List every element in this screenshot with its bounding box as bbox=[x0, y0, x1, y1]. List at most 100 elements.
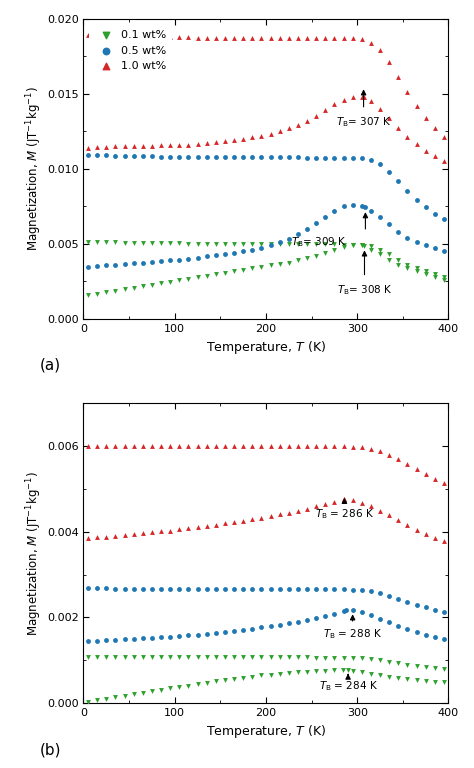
Point bbox=[184, 151, 192, 163]
Point bbox=[330, 151, 338, 164]
Point bbox=[248, 583, 256, 595]
Point bbox=[121, 633, 128, 645]
Point bbox=[102, 149, 110, 161]
Point bbox=[139, 632, 146, 644]
Point bbox=[194, 251, 201, 263]
Point bbox=[385, 509, 393, 521]
Point bbox=[312, 501, 320, 513]
Point bbox=[321, 440, 329, 452]
Point bbox=[175, 151, 183, 163]
Point bbox=[422, 266, 429, 278]
Point bbox=[376, 158, 384, 170]
Point bbox=[403, 595, 411, 607]
Point bbox=[175, 440, 183, 452]
Point bbox=[102, 634, 110, 646]
Point bbox=[221, 31, 228, 44]
Point bbox=[385, 449, 393, 461]
Point bbox=[267, 260, 274, 272]
Point bbox=[121, 237, 128, 249]
Point bbox=[194, 651, 201, 664]
Point bbox=[330, 243, 338, 256]
Point bbox=[312, 583, 320, 595]
Point bbox=[157, 237, 165, 250]
Point bbox=[321, 664, 329, 677]
Point bbox=[102, 531, 110, 543]
Point bbox=[294, 505, 301, 517]
Point bbox=[394, 514, 402, 526]
Point bbox=[330, 440, 338, 452]
Point bbox=[422, 601, 429, 614]
Text: $T_\mathrm{B}$= 309 K: $T_\mathrm{B}$= 309 K bbox=[291, 235, 346, 249]
Point bbox=[175, 253, 183, 266]
Point bbox=[248, 151, 256, 164]
Point bbox=[330, 238, 338, 250]
Point bbox=[230, 516, 238, 528]
Point bbox=[166, 583, 174, 595]
Point bbox=[312, 217, 320, 229]
Point bbox=[157, 151, 165, 163]
Point bbox=[431, 268, 438, 280]
Point bbox=[340, 583, 347, 595]
Point bbox=[267, 32, 274, 45]
Point bbox=[285, 257, 292, 269]
Point bbox=[111, 691, 119, 703]
Point bbox=[93, 650, 101, 663]
Point bbox=[340, 240, 347, 253]
Point bbox=[148, 140, 155, 152]
Point bbox=[139, 280, 146, 293]
Point bbox=[194, 138, 201, 151]
Point bbox=[349, 664, 356, 677]
Point bbox=[358, 239, 365, 251]
X-axis label: Temperature, $T$ (K): Temperature, $T$ (K) bbox=[206, 723, 326, 740]
Point bbox=[385, 112, 393, 124]
Point bbox=[111, 259, 119, 271]
Point bbox=[102, 286, 110, 299]
Point bbox=[422, 201, 429, 214]
Point bbox=[276, 583, 283, 595]
Point bbox=[367, 243, 374, 256]
Point bbox=[84, 439, 92, 452]
Point bbox=[166, 31, 174, 43]
Point bbox=[148, 237, 155, 249]
Point bbox=[230, 134, 238, 146]
Point bbox=[93, 582, 101, 594]
Point bbox=[394, 592, 402, 604]
Point bbox=[93, 141, 101, 154]
Point bbox=[212, 268, 219, 280]
Point bbox=[403, 519, 411, 531]
Point bbox=[367, 500, 374, 512]
Point bbox=[121, 582, 128, 594]
Point bbox=[312, 250, 320, 262]
Point bbox=[321, 210, 329, 223]
Point bbox=[121, 258, 128, 270]
Point bbox=[385, 670, 393, 683]
Point bbox=[175, 523, 183, 535]
Point bbox=[212, 136, 219, 148]
Point bbox=[130, 528, 137, 540]
Point bbox=[212, 31, 219, 44]
Point bbox=[385, 616, 393, 628]
Point bbox=[203, 237, 210, 250]
Point bbox=[303, 651, 311, 664]
Text: $T_\mathrm{B}$ = 288 K: $T_\mathrm{B}$ = 288 K bbox=[323, 627, 382, 641]
Point bbox=[422, 674, 429, 687]
Point bbox=[422, 144, 429, 157]
Point bbox=[294, 666, 301, 678]
Point bbox=[330, 583, 338, 595]
Point bbox=[148, 685, 155, 697]
Point bbox=[148, 526, 155, 538]
Point bbox=[294, 118, 301, 131]
Point bbox=[157, 139, 165, 151]
Point bbox=[175, 274, 183, 286]
Point bbox=[139, 582, 146, 594]
Point bbox=[139, 237, 146, 249]
Point bbox=[84, 236, 92, 248]
Point bbox=[367, 585, 374, 598]
Point bbox=[440, 131, 447, 144]
Point bbox=[403, 673, 411, 685]
Point bbox=[376, 669, 384, 681]
Point bbox=[413, 626, 420, 638]
Point bbox=[349, 91, 356, 103]
Point bbox=[212, 440, 219, 452]
Point bbox=[194, 440, 201, 452]
